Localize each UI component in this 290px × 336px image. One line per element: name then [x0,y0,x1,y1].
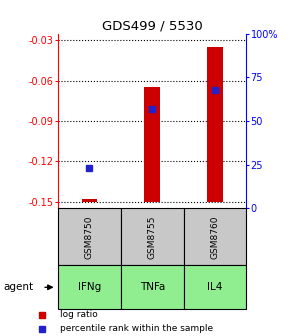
Bar [121,208,184,265]
Bar [184,265,246,309]
Bar [207,47,223,202]
Text: GSM8760: GSM8760 [211,215,220,259]
Bar [81,199,97,202]
Text: agent: agent [3,282,33,292]
Text: GSM8755: GSM8755 [148,215,157,259]
Bar [58,208,121,265]
Title: GDS499 / 5530: GDS499 / 5530 [102,19,203,33]
Bar [144,87,160,202]
Bar [58,265,121,309]
Text: IL4: IL4 [207,282,223,292]
Text: TNFa: TNFa [139,282,165,292]
Bar [121,265,184,309]
Text: log ratio: log ratio [60,310,97,319]
Bar [184,208,246,265]
Text: IFNg: IFNg [78,282,101,292]
Text: percentile rank within the sample: percentile rank within the sample [60,324,213,333]
Text: GSM8750: GSM8750 [85,215,94,259]
